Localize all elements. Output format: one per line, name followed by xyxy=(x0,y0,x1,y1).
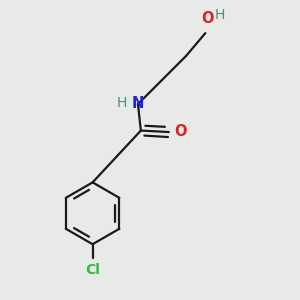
Text: N: N xyxy=(131,96,143,111)
Text: O: O xyxy=(174,124,187,139)
Text: O: O xyxy=(201,11,213,26)
Text: H: H xyxy=(116,96,127,110)
Text: H: H xyxy=(214,8,225,22)
Text: Cl: Cl xyxy=(85,263,100,278)
